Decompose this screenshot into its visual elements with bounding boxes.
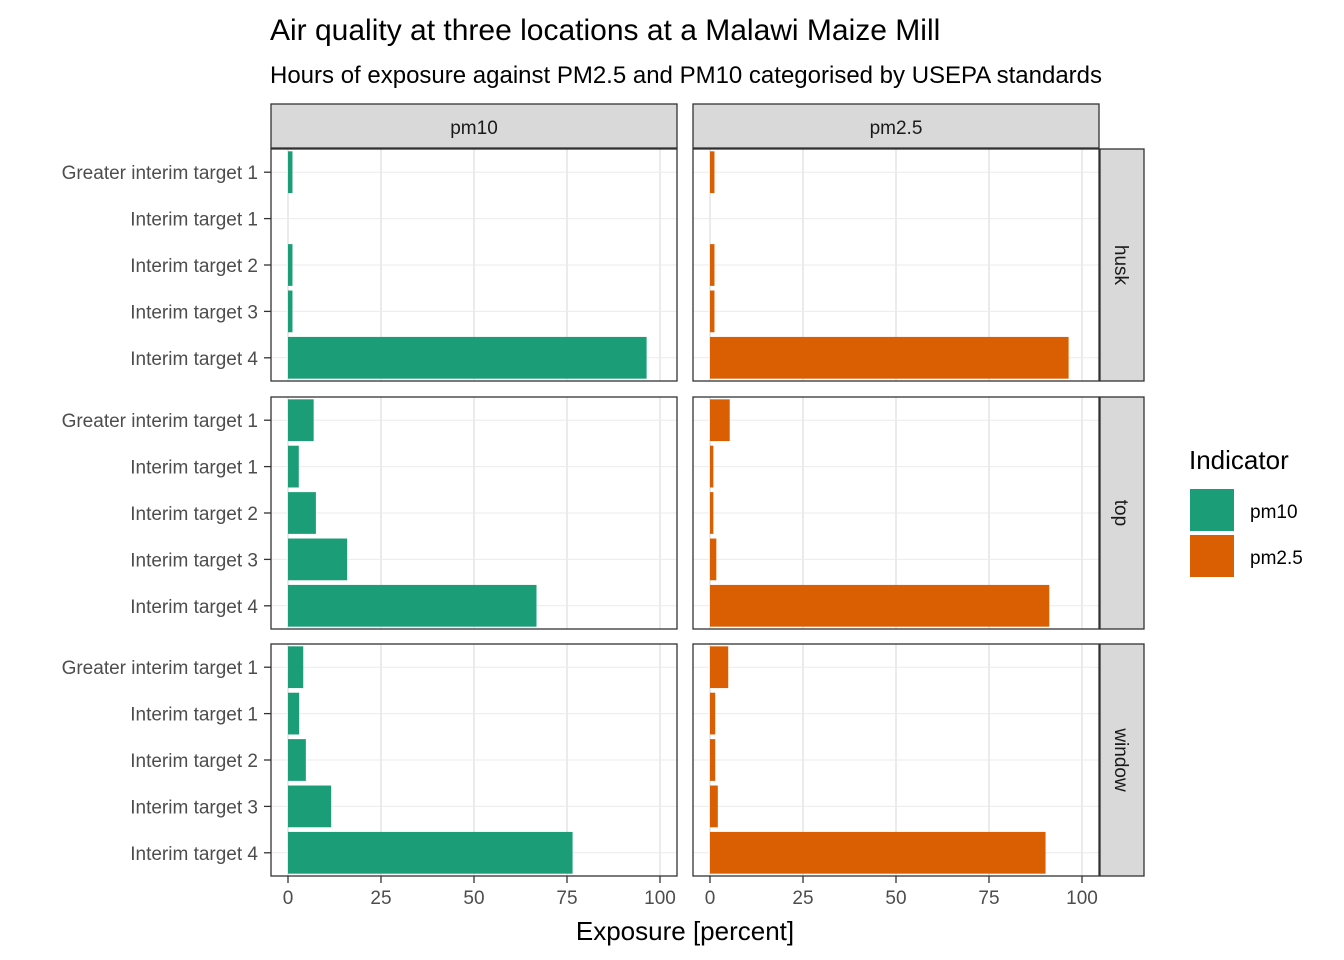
y-tick-label: Interim target 1 — [130, 705, 258, 726]
x-tick-label: 25 — [792, 888, 813, 909]
bar-husk-pm10-interim-target-3 — [288, 290, 293, 333]
facet-strip-label-window: window — [1110, 727, 1131, 792]
panel-top-pm2-5 — [692, 396, 1100, 630]
bar-window-pm10-greater-interim-target-1 — [288, 646, 304, 689]
legend: Indicator pm10 pm2.5 — [1189, 445, 1303, 577]
legend-key-pm10 — [1190, 489, 1234, 531]
facet-strip-label-husk: husk — [1110, 245, 1131, 286]
bar-top-pm2-5-interim-target-2 — [710, 492, 714, 534]
legend-title: Indicator — [1189, 445, 1289, 475]
y-tick-label: Interim target 3 — [130, 550, 258, 571]
y-tick-label: Interim target 3 — [130, 302, 258, 323]
bar-husk-pm2-5-interim-target-3 — [710, 290, 715, 333]
y-tick-label: Interim target 1 — [130, 210, 258, 231]
bar-top-pm2-5-interim-target-1 — [710, 445, 714, 488]
facet-strip-top — [1099, 396, 1145, 630]
panel-husk-pm2-5 — [692, 148, 1100, 382]
bar-window-pm10-interim-target-4 — [288, 831, 573, 874]
y-tick-label: Greater interim target 1 — [62, 658, 258, 679]
panel-top-pm10 — [270, 396, 678, 630]
legend-label-pm10: pm10 — [1250, 502, 1298, 523]
chart-subtitle: Hours of exposure against PM2.5 and PM10… — [270, 62, 1102, 89]
legend-key-pm2-5 — [1190, 535, 1234, 577]
x-axis-label: Exposure [percent] — [576, 916, 794, 946]
facet-strip-husk — [1099, 148, 1145, 382]
bar-window-pm10-interim-target-2 — [288, 739, 306, 781]
x-tick-label: 75 — [978, 888, 999, 909]
bar-top-pm10-interim-target-3 — [288, 538, 348, 581]
x-tick-label: 0 — [283, 888, 294, 909]
y-tick-label: Greater interim target 1 — [62, 163, 258, 184]
bar-window-pm2-5-interim-target-1 — [710, 692, 716, 735]
y-tick-label: Interim target 2 — [130, 256, 258, 277]
bar-top-pm10-interim-target-2 — [288, 492, 316, 534]
legend-label-pm2-5: pm2.5 — [1250, 548, 1303, 569]
panel-window-pm10 — [270, 643, 678, 877]
x-tick-label: 25 — [370, 888, 391, 909]
bar-husk-pm10-interim-target-4 — [288, 336, 647, 379]
panel-husk-pm10 — [270, 148, 678, 382]
y-tick-label: Interim target 4 — [130, 597, 258, 618]
bar-husk-pm10-interim-target-2 — [288, 244, 293, 286]
facet-strip-label-top: top — [1110, 500, 1131, 526]
bar-top-pm10-greater-interim-target-1 — [288, 399, 314, 442]
x-tick-label: 100 — [1066, 888, 1098, 909]
facet-strip-label-pm2-5: pm2.5 — [870, 118, 923, 139]
y-tick-label: Interim target 2 — [130, 751, 258, 772]
y-tick-label: Interim target 4 — [130, 349, 258, 370]
bar-top-pm2-5-interim-target-3 — [710, 538, 717, 581]
y-tick-label: Greater interim target 1 — [62, 411, 258, 432]
bar-husk-pm10-greater-interim-target-1 — [288, 151, 293, 194]
facet-strip-window — [1099, 643, 1145, 877]
chart-title: Air quality at three locations at a Mala… — [270, 14, 940, 47]
y-tick-label: Interim target 1 — [130, 458, 258, 479]
facet-panels: pm10 pm2.5 husk top window Greater interim ta… — [62, 103, 1145, 909]
bar-window-pm2-5-greater-interim-target-1 — [710, 646, 729, 689]
bar-window-pm2-5-interim-target-2 — [710, 739, 716, 781]
bar-top-pm10-interim-target-1 — [288, 445, 299, 488]
x-tick-label: 50 — [463, 888, 484, 909]
bar-window-pm2-5-interim-target-4 — [710, 831, 1046, 874]
bar-window-pm10-interim-target-3 — [288, 785, 332, 828]
facet-strip-pm2-5 — [692, 103, 1100, 149]
bar-husk-pm2-5-greater-interim-target-1 — [710, 151, 715, 194]
panel-border — [692, 148, 1100, 382]
bar-top-pm2-5-greater-interim-target-1 — [710, 399, 730, 442]
bar-window-pm10-interim-target-1 — [288, 692, 300, 735]
bar-husk-pm2-5-interim-target-2 — [710, 244, 715, 286]
bar-window-pm2-5-interim-target-3 — [710, 785, 718, 828]
facet-strip-label-pm10: pm10 — [450, 118, 498, 139]
y-tick-label: Interim target 3 — [130, 797, 258, 818]
x-tick-label: 50 — [885, 888, 906, 909]
y-tick-label: Interim target 2 — [130, 504, 258, 525]
panel-border — [692, 396, 1100, 630]
bar-top-pm10-interim-target-4 — [288, 584, 537, 627]
panel-window-pm2-5 — [692, 643, 1100, 877]
x-tick-label: 100 — [644, 888, 676, 909]
y-tick-label: Interim target 4 — [130, 844, 258, 865]
x-tick-label: 0 — [705, 888, 716, 909]
facet-strip-pm10 — [270, 103, 678, 149]
x-tick-label: 75 — [556, 888, 577, 909]
bar-top-pm2-5-interim-target-4 — [710, 584, 1050, 627]
bar-husk-pm2-5-interim-target-4 — [710, 336, 1069, 379]
